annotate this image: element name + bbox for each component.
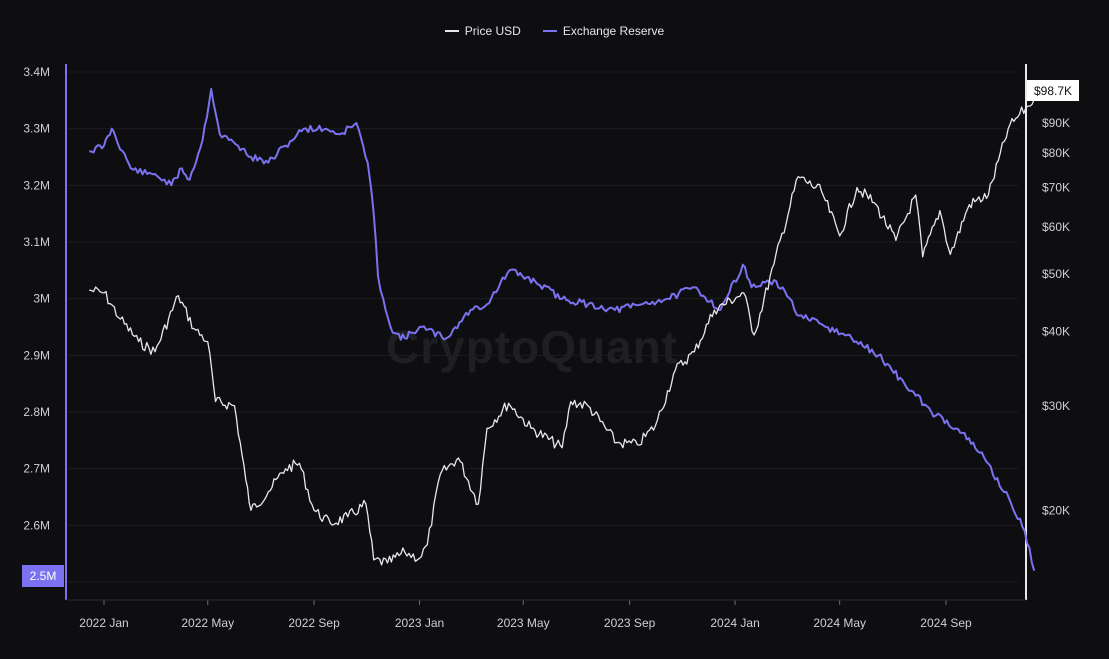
legend-label-reserve: Exchange Reserve xyxy=(562,24,665,38)
x-tick-label: 2024 May xyxy=(813,616,866,630)
current-price-badge xyxy=(1027,80,1079,101)
y-left-tick-label: 2.8M xyxy=(23,405,50,419)
x-tick-label: 2022 Jan xyxy=(79,616,128,630)
x-tick-label: 2022 Sep xyxy=(288,616,340,630)
y-left-tick-label: 2.9M xyxy=(23,348,50,362)
y-right-tick-label: $80K xyxy=(1042,146,1070,160)
current-price-label: $98.7K xyxy=(1034,84,1072,98)
y-right-tick-label: $50K xyxy=(1042,267,1070,281)
current-reserve-label: 2.5M xyxy=(30,569,57,583)
legend-item-reserve[interactable]: Exchange Reserve xyxy=(542,24,665,38)
y-left-tick-label: 3.1M xyxy=(23,235,50,249)
watermark-logo: CryptoQuant xyxy=(386,321,679,373)
x-tick-label: 2024 Jan xyxy=(710,616,759,630)
y-right-tick-label: $20K xyxy=(1042,503,1070,517)
y-left-tick-label: 3.3M xyxy=(23,122,50,136)
legend-item-price[interactable]: Price USD xyxy=(444,24,521,38)
x-tick-label: 2023 Jan xyxy=(395,616,444,630)
y-right-tick-label: $70K xyxy=(1042,181,1070,195)
x-tick-label: 2023 May xyxy=(497,616,550,630)
y-left-tick-label: 3M xyxy=(33,292,50,306)
y-left-tick-label: 3.4M xyxy=(23,65,50,79)
series-line-price-usd xyxy=(89,98,1035,566)
x-tick-label: 2024 Sep xyxy=(920,616,972,630)
y-left-tick-label: 2.7M xyxy=(23,462,50,476)
y-left-tick-label: 3.2M xyxy=(23,178,50,192)
x-tick-label: 2022 May xyxy=(181,616,234,630)
y-right-tick-label: $40K xyxy=(1042,325,1070,339)
y-right-tick-label: $60K xyxy=(1042,220,1070,234)
y-left-tick-label: 2.6M xyxy=(23,518,50,532)
legend-label-price: Price USD xyxy=(464,24,521,38)
x-tick-label: 2023 Sep xyxy=(604,616,656,630)
legend-swatch-price xyxy=(444,30,459,32)
series-line-exchange-reserve xyxy=(89,88,1036,571)
y-right-tick-label: $30K xyxy=(1042,399,1070,413)
legend: Price USD Exchange Reserve xyxy=(0,24,1109,38)
current-reserve-badge xyxy=(22,565,64,587)
legend-swatch-reserve xyxy=(542,30,557,32)
y-right-tick-label: $90K xyxy=(1042,116,1070,130)
